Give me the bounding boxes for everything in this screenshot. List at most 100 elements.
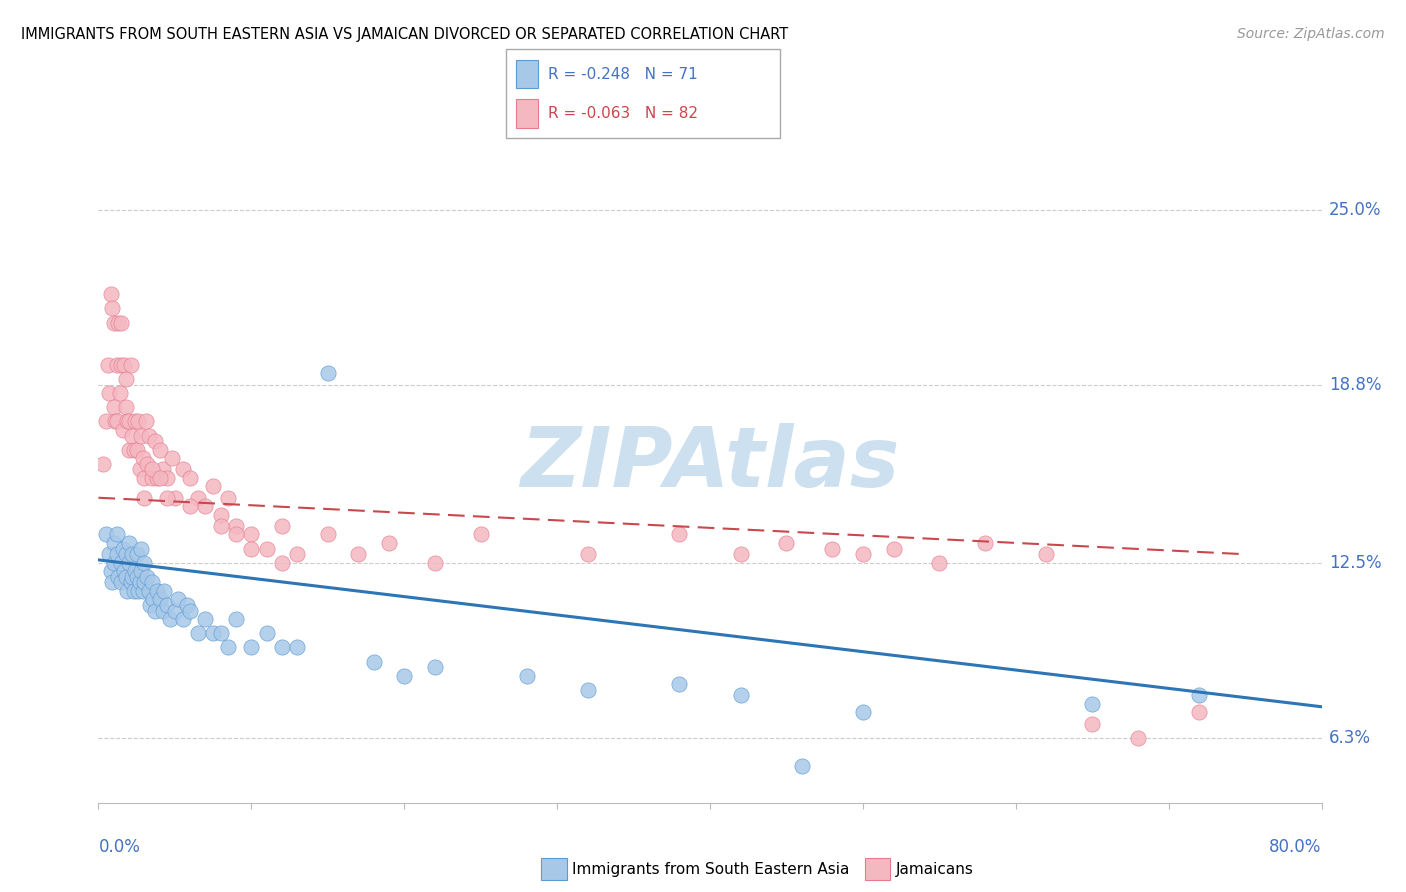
Point	[111, 541, 134, 556]
Text: 0.0%: 0.0%	[98, 838, 141, 856]
Point	[107, 570, 129, 584]
Point	[98, 386, 121, 401]
Point	[125, 442, 148, 457]
Point	[179, 471, 201, 485]
Point	[194, 612, 217, 626]
Point	[132, 451, 155, 466]
Point	[121, 428, 143, 442]
Text: 18.8%: 18.8%	[1329, 376, 1381, 393]
Point	[1188, 689, 1211, 703]
Point	[103, 556, 125, 570]
Point	[105, 547, 128, 561]
Point	[153, 584, 176, 599]
Point	[194, 500, 217, 514]
Point	[118, 556, 141, 570]
Point	[139, 598, 162, 612]
Point	[94, 415, 117, 429]
Point	[217, 640, 239, 655]
Text: ZIPAtlas: ZIPAtlas	[520, 424, 900, 504]
Point	[423, 556, 446, 570]
Point	[883, 541, 905, 556]
Point	[138, 428, 160, 442]
Point	[115, 372, 138, 386]
Point	[138, 584, 160, 599]
Point	[1035, 547, 1057, 561]
Point	[240, 527, 263, 541]
Point	[118, 442, 141, 457]
Point	[172, 612, 194, 626]
Point	[129, 564, 152, 578]
Point	[132, 584, 155, 599]
Point	[270, 640, 292, 655]
Point	[225, 612, 247, 626]
Point	[94, 527, 117, 541]
Point	[124, 415, 146, 429]
Point	[378, 536, 401, 550]
Point	[240, 640, 263, 655]
Point	[240, 541, 263, 556]
Point	[730, 547, 752, 561]
Point	[127, 584, 149, 599]
Point	[209, 626, 232, 640]
Point	[145, 584, 167, 599]
Text: Source: ZipAtlas.com: Source: ZipAtlas.com	[1237, 27, 1385, 41]
Point	[163, 491, 186, 505]
Point	[790, 759, 813, 773]
Point	[179, 500, 201, 514]
Point	[145, 471, 167, 485]
Point	[143, 434, 166, 449]
Point	[128, 575, 150, 590]
Point	[125, 570, 148, 584]
Point	[111, 423, 134, 437]
Point	[115, 570, 138, 584]
Point	[120, 358, 142, 372]
Point	[110, 316, 132, 330]
Point	[149, 592, 172, 607]
Point	[108, 386, 131, 401]
Point	[136, 457, 159, 471]
Point	[110, 358, 132, 372]
Point	[98, 547, 121, 561]
Point	[105, 527, 128, 541]
Point	[928, 556, 950, 570]
Point	[141, 471, 163, 485]
Point	[134, 556, 156, 570]
Point	[152, 462, 174, 476]
Text: 12.5%: 12.5%	[1329, 554, 1381, 572]
Point	[179, 604, 201, 618]
Point	[160, 451, 183, 466]
Text: 80.0%: 80.0%	[1270, 838, 1322, 856]
Point	[163, 604, 186, 618]
Point	[110, 556, 132, 570]
Point	[270, 519, 292, 533]
Point	[115, 547, 138, 561]
Point	[103, 401, 125, 415]
Point	[167, 592, 190, 607]
Point	[392, 669, 416, 683]
Point	[135, 415, 157, 429]
Point	[775, 536, 797, 550]
Point	[100, 564, 122, 578]
Text: Immigrants from South Eastern Asia: Immigrants from South Eastern Asia	[572, 863, 849, 877]
Point	[316, 367, 339, 381]
Point	[156, 598, 179, 612]
Point	[112, 564, 135, 578]
Point	[852, 547, 875, 561]
Point	[117, 584, 139, 599]
Point	[101, 301, 124, 316]
Point	[121, 547, 143, 561]
Point	[149, 442, 172, 457]
Point	[730, 689, 752, 703]
Point	[1188, 706, 1211, 720]
Point	[149, 471, 172, 485]
Point	[117, 415, 139, 429]
Text: 25.0%: 25.0%	[1329, 201, 1381, 219]
Point	[152, 604, 174, 618]
Point	[225, 527, 247, 541]
Point	[187, 491, 209, 505]
Point	[187, 626, 209, 640]
Point	[209, 519, 232, 533]
Point	[142, 592, 165, 607]
Point	[101, 575, 124, 590]
Point	[134, 575, 156, 590]
